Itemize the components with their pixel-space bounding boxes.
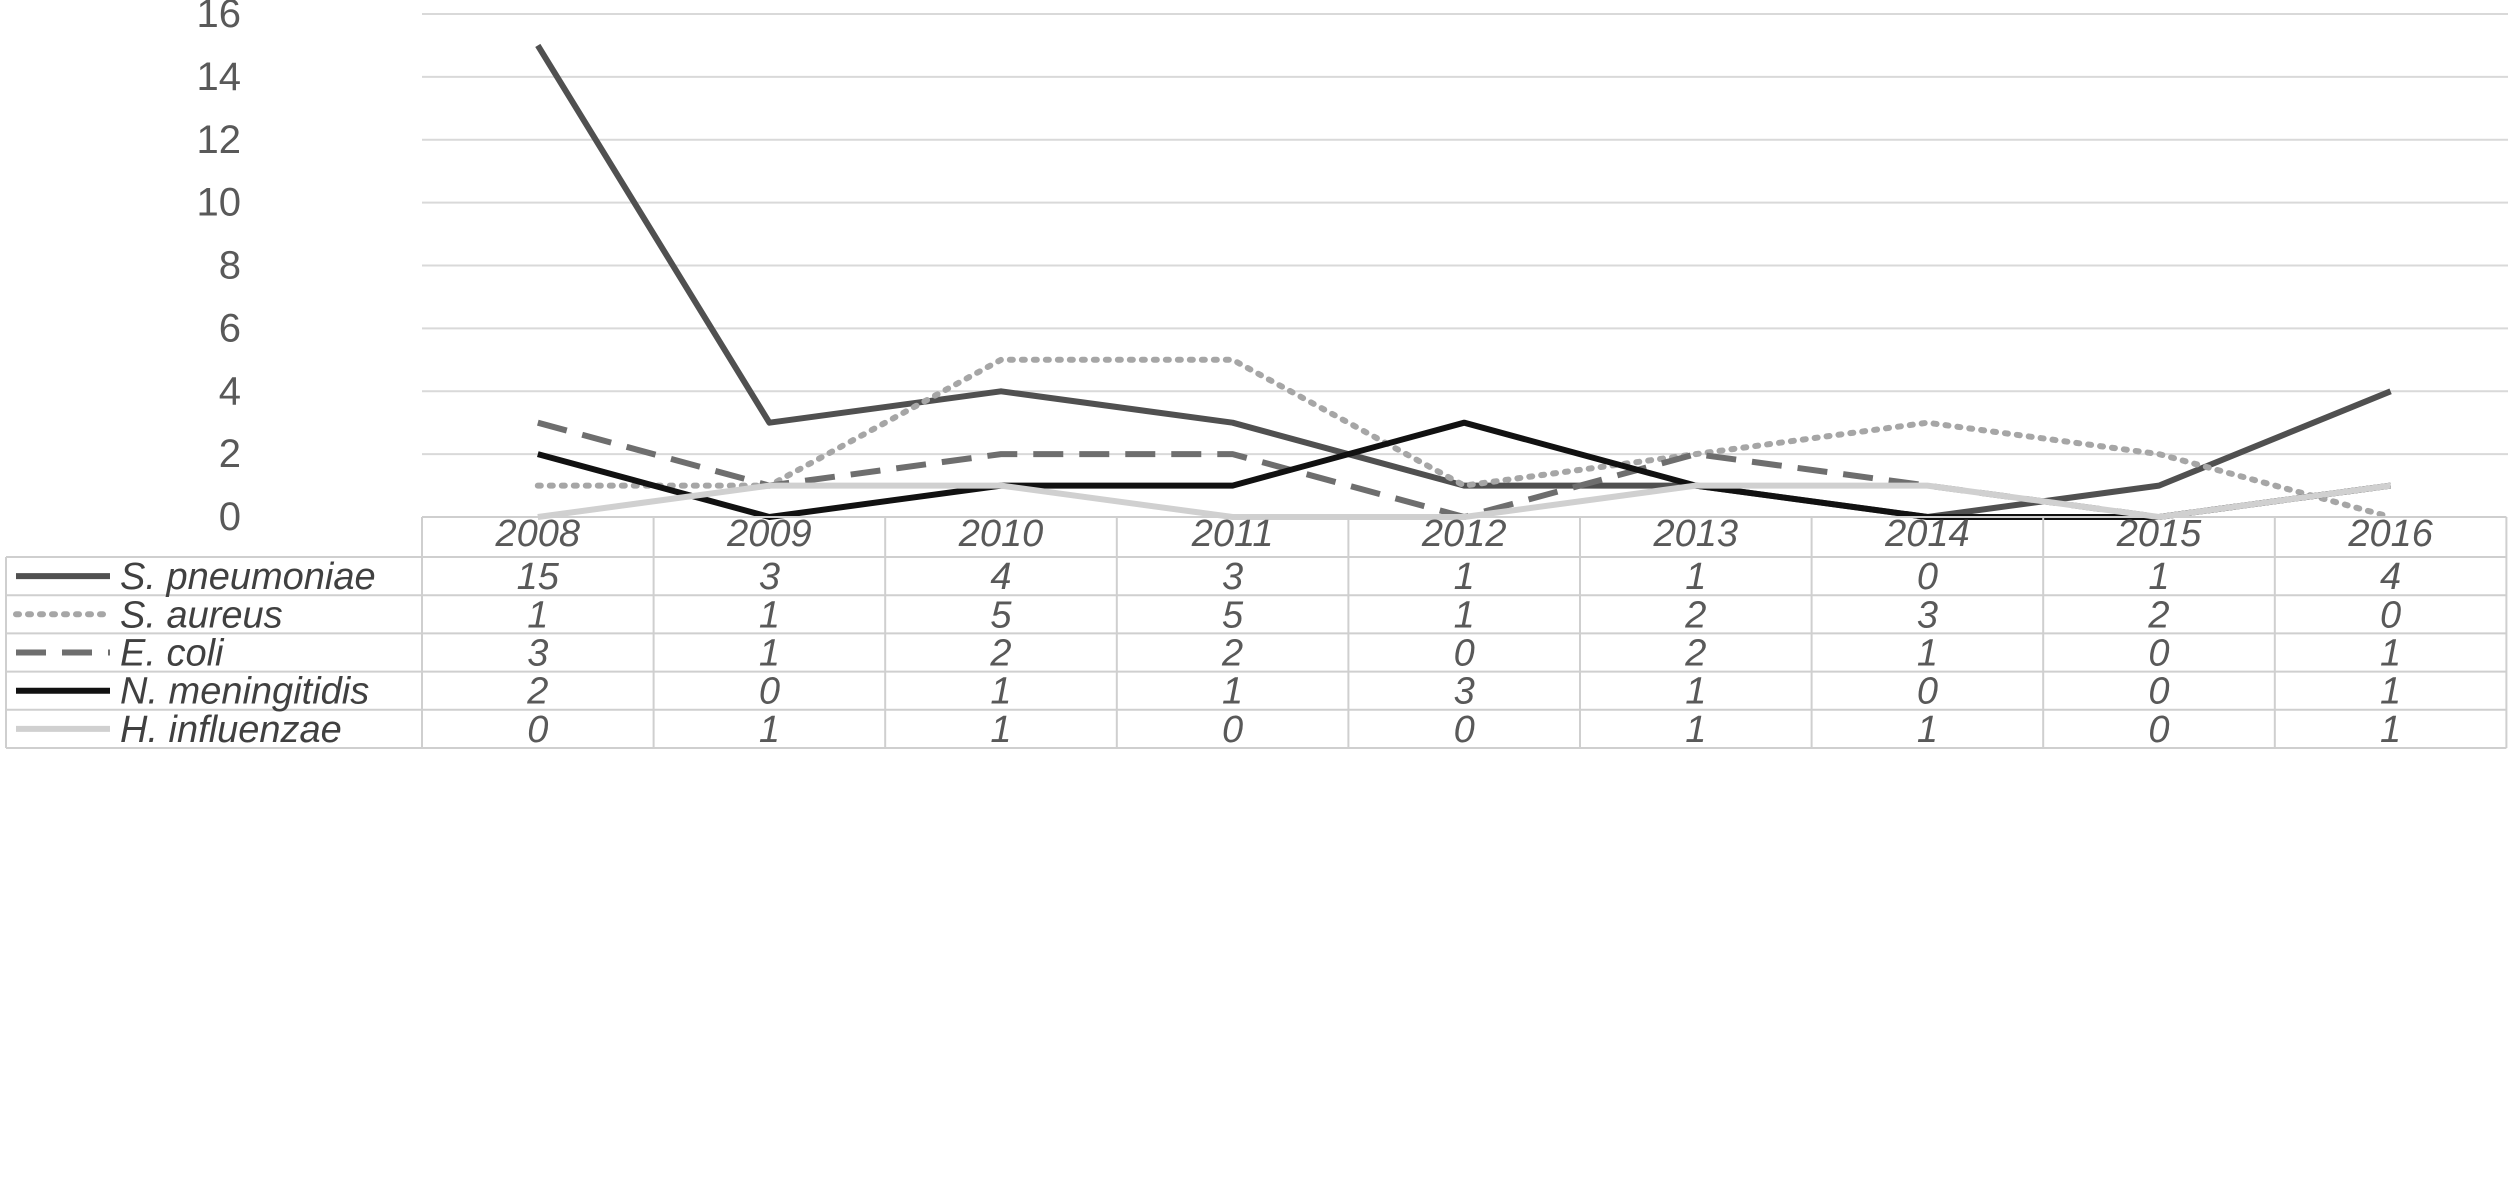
y-tick-label: 2 [219,432,241,476]
series-name: H. influenzae [120,709,342,751]
series-line-1 [534,356,2394,520]
data-label: 3 [1917,594,1938,636]
data-label: 2 [1221,633,1243,675]
x-category-label: 2015 [2116,513,2202,555]
data-label: 0 [2148,633,2169,675]
data-label: 0 [2380,594,2401,636]
x-category-label: 2012 [1421,513,1507,555]
data-label: 3 [527,633,548,675]
data-label: 0 [1917,671,1938,713]
data-label: 4 [2380,556,2401,598]
series-name: E. coli [120,633,225,675]
x-category-label: 2013 [1653,513,1739,555]
data-label: 3 [759,556,780,598]
data-label: 1 [990,709,1011,751]
data-label: 2 [1684,594,1706,636]
y-tick-label: 12 [197,118,242,162]
data-label: 1 [2380,633,2401,675]
x-category-label: 2010 [958,513,1044,555]
series-line-3 [537,419,2392,520]
data-label: 1 [990,671,1011,713]
data-label: 1 [1685,709,1706,751]
data-label: 1 [2380,671,2401,713]
series-name: S. pneumoniae [120,556,376,598]
data-label: 1 [2380,709,2401,751]
y-tick-label: 10 [197,181,242,225]
data-label: 1 [759,633,780,675]
data-label: 1 [1917,633,1938,675]
data-label: 1 [759,594,780,636]
data-label: 1 [1454,556,1475,598]
y-tick-label: 0 [219,495,241,539]
data-label: 1 [1222,671,1243,713]
data-label: 0 [2148,709,2169,751]
data-label: 5 [990,594,1012,636]
data-label: 2 [989,633,1011,675]
data-label: 5 [1222,594,1244,636]
x-category-label: 2009 [726,513,812,555]
data-label: 0 [2148,671,2169,713]
y-axis-ticks: 0 2 4 6 8 10 12 14 16 [197,0,242,539]
gridlines [422,13,2508,456]
y-tick-label: 6 [219,306,241,350]
data-label: 0 [1454,709,1475,751]
series-line-0 [535,43,2392,520]
series-line-2 [537,419,2392,520]
data-label: 1 [759,709,780,751]
y-tick-label: 4 [219,369,241,413]
data-label: 1 [1917,709,1938,751]
series-name: N. meningitidis [120,671,369,713]
data-label: 1 [1685,671,1706,713]
data-label: 0 [759,671,780,713]
data-label: 1 [1685,556,1706,598]
data-label: 0 [1222,709,1243,751]
y-tick-label: 16 [197,0,242,36]
series-lines [534,43,2394,520]
x-category-label: 2016 [2347,513,2433,555]
data-label: 2 [526,671,548,713]
x-category-label: 2008 [495,513,581,555]
data-label: 1 [1454,594,1475,636]
x-category-label: 2014 [1884,513,1970,555]
data-label: 4 [990,556,1011,598]
series-name: S. aureus [120,594,283,636]
x-category-label: 2011 [1191,513,1274,555]
data-label: 3 [1222,556,1243,598]
data-label: 1 [527,594,548,636]
data-label: 2 [2147,594,2169,636]
data-label: 15 [517,556,560,598]
data-label: 0 [527,709,548,751]
data-label: 0 [1917,556,1938,598]
data-label: 1 [2148,556,2169,598]
data-label: 2 [1684,633,1706,675]
y-tick-label: 8 [219,244,241,288]
data-label: 3 [1454,671,1475,713]
y-tick-label: 14 [197,55,242,99]
data-label: 0 [1454,633,1475,675]
